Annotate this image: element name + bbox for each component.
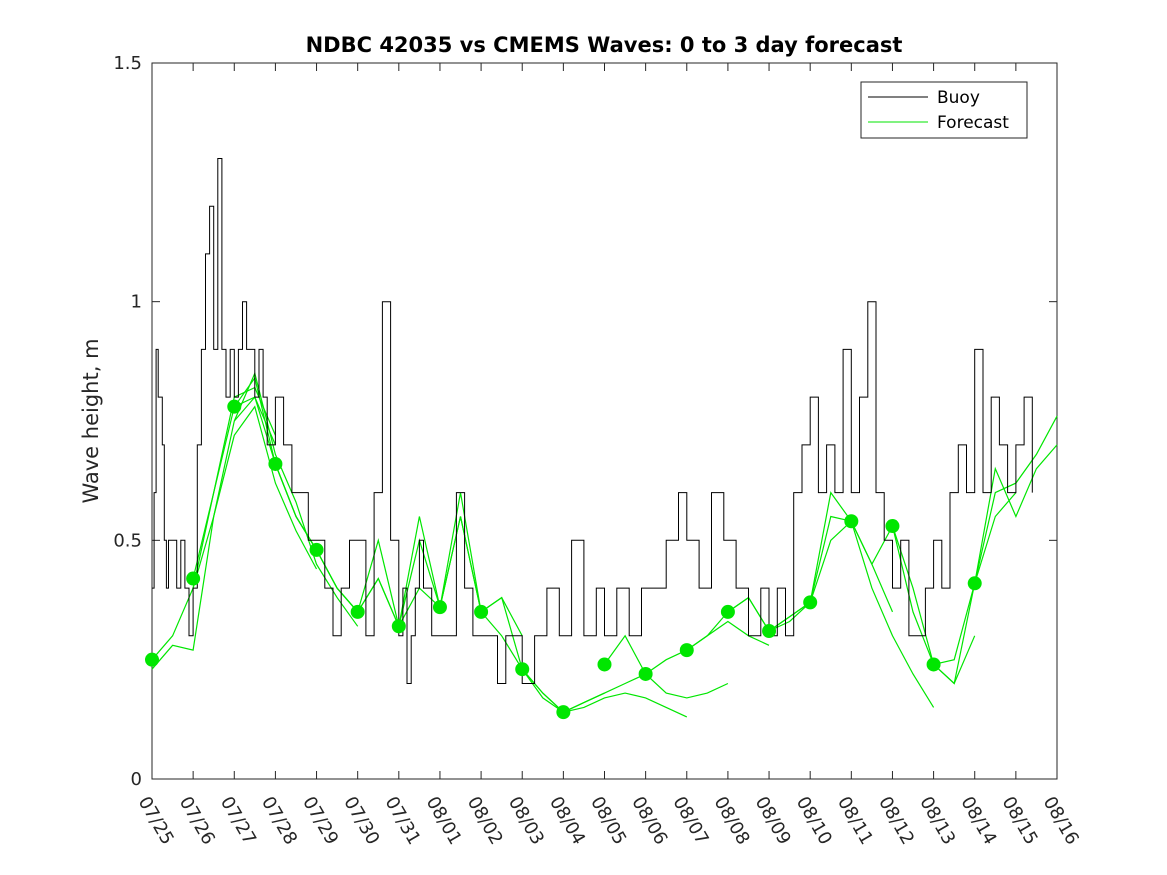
- chart-title: NDBC 42035 vs CMEMS Waves: 0 to 3 day fo…: [306, 33, 903, 57]
- forecast-start-markers: [145, 399, 982, 720]
- forecast-line: [192, 405, 318, 589]
- forecast-start-marker: [638, 666, 653, 681]
- forecast-start-marker: [679, 643, 694, 658]
- forecast-start-marker: [268, 456, 283, 471]
- forecast-line: [604, 634, 729, 699]
- y-tick-label: 1.5: [113, 53, 142, 74]
- y-tick-label: 1: [131, 292, 142, 313]
- forecast-start-marker: [762, 624, 777, 639]
- forecast-start-marker: [885, 519, 900, 534]
- forecast-start-marker: [515, 662, 530, 677]
- forecast-line: [521, 668, 646, 713]
- y-tick-label: 0.5: [113, 530, 142, 551]
- legend-buoy-label: Buoy: [937, 88, 980, 108]
- forecast-start-marker: [145, 652, 159, 667]
- forecast-start-marker: [474, 604, 489, 619]
- forecast-start-marker: [556, 705, 571, 720]
- y-axis-label: Wave height, m: [79, 338, 103, 503]
- forecast-start-marker: [926, 657, 941, 672]
- legend: Buoy Forecast: [860, 81, 1028, 139]
- legend-forecast-label: Forecast: [937, 113, 1009, 133]
- buoy-series: [152, 158, 1033, 684]
- plot-area: 00.511.5 07/2507/2607/2707/2807/2907/300…: [113, 53, 1082, 848]
- forecast-start-marker: [186, 571, 201, 586]
- buoy-line: [152, 158, 1033, 684]
- forecast-start-marker: [227, 399, 242, 414]
- forecast-start-marker: [720, 604, 735, 619]
- axes-box: [151, 62, 1058, 780]
- forecast-start-marker: [597, 657, 612, 672]
- legend-box: [860, 81, 1028, 139]
- forecast-start-marker: [309, 542, 324, 557]
- y-tick-label: 0: [131, 769, 142, 790]
- forecast-line: [933, 415, 1058, 685]
- forecast-start-marker: [391, 619, 406, 634]
- forecast-line: [809, 520, 935, 708]
- forecast-start-marker: [967, 576, 982, 591]
- forecast-line: [891, 492, 1017, 666]
- y-axis: 0 0.5 1 1.5: [113, 53, 1057, 790]
- forecast-line: [974, 444, 1058, 584]
- forecast-start-marker: [844, 514, 859, 529]
- forecast-start-marker: [350, 604, 365, 619]
- forecast-start-marker: [432, 600, 447, 615]
- forecast-line: [563, 692, 688, 718]
- forecast-start-marker: [803, 595, 818, 610]
